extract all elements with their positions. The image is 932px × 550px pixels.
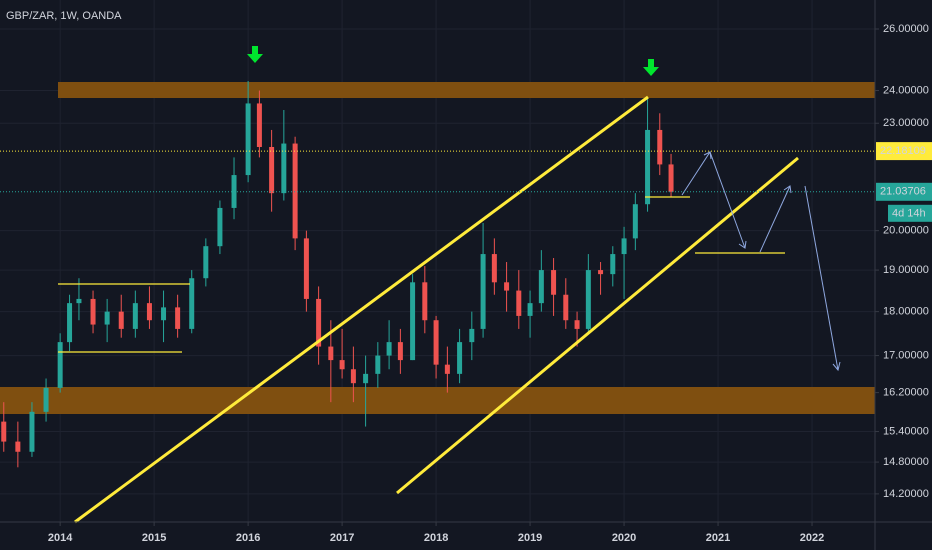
- arrow-head: [832, 361, 841, 372]
- projection-path: [759, 185, 791, 253]
- markers: [247, 46, 659, 76]
- candle-body: [43, 387, 49, 412]
- countdown-badge: [888, 204, 932, 222]
- arrow-head: [783, 185, 792, 194]
- support-zone: [0, 387, 875, 414]
- candle-body: [433, 320, 439, 365]
- y-tick-label: 16.20000: [883, 387, 929, 399]
- projection: [681, 150, 841, 372]
- candle-body: [104, 311, 110, 325]
- candle-body: [1, 421, 7, 442]
- channel-lower: [396, 156, 799, 495]
- y-tick-label: 17.00000: [883, 349, 929, 361]
- y-tick-label: 14.80000: [883, 456, 929, 468]
- candle-body: [668, 164, 674, 192]
- candle-body: [146, 303, 152, 321]
- price-badge: [876, 182, 932, 201]
- arrow-head: [703, 151, 712, 160]
- candle-body: [328, 346, 334, 361]
- candle-body: [386, 342, 392, 356]
- candle-body: [610, 254, 616, 275]
- price-label: 21.03706: [880, 186, 926, 198]
- x-tick-label: 2019: [518, 532, 542, 544]
- candle-body: [256, 103, 262, 147]
- x-tick-label: 2017: [330, 532, 354, 544]
- y-tick-label: 20.00000: [883, 225, 929, 237]
- x-tick-label: 2015: [142, 532, 166, 544]
- candle-body: [563, 294, 569, 321]
- projection-path: [804, 185, 839, 371]
- candle-body: [29, 411, 35, 452]
- candle-body: [397, 342, 403, 361]
- candle-body: [339, 360, 345, 370]
- x-tick-label: 2014: [48, 532, 73, 544]
- y-tick-label: 26.00000: [883, 23, 929, 35]
- down-arrow: [247, 46, 263, 63]
- x-tick-label: 2018: [424, 532, 448, 544]
- candle-body: [316, 298, 322, 347]
- y-tick-label: 15.40000: [883, 425, 929, 437]
- candle-body: [574, 320, 580, 329]
- resistance-zone: [58, 82, 875, 98]
- candle-body: [657, 129, 663, 165]
- candle-body: [161, 307, 167, 321]
- candle-body: [57, 342, 63, 388]
- down-arrow: [643, 59, 659, 76]
- axes: 26.00000 24.00000 23.00000 20.00000 19.00000…: [0, 23, 932, 544]
- price-label: 22.18109: [880, 145, 926, 157]
- drawings: [58, 95, 799, 524]
- y-tick-label: 14.20000: [883, 488, 929, 500]
- y-tick-label: 24.00000: [883, 84, 929, 96]
- candle-body: [480, 254, 486, 329]
- channel-upper: [74, 95, 649, 524]
- x-tick-label: 2021: [706, 532, 730, 544]
- y-tick-label: 18.00000: [883, 306, 929, 318]
- candle-body: [444, 364, 450, 374]
- candle-body: [203, 246, 209, 279]
- candle-body: [551, 270, 557, 295]
- candle-body: [350, 369, 356, 384]
- candle-body: [585, 270, 591, 329]
- candle-body: [410, 282, 416, 361]
- candle-body: [504, 282, 510, 291]
- candle-body: [598, 270, 604, 275]
- candle-body: [90, 298, 96, 325]
- candle-body: [132, 303, 138, 329]
- candle-body: [281, 143, 287, 194]
- arrow-head: [738, 240, 747, 249]
- candle-body: [189, 278, 195, 329]
- candle-body: [538, 270, 544, 304]
- candle-body: [269, 146, 275, 194]
- candle-body: [292, 143, 298, 239]
- x-tick-label: 2020: [612, 532, 636, 544]
- chart-title: GBP/ZAR, 1W, OANDA: [6, 10, 122, 22]
- y-tick-label: 23.00000: [883, 117, 929, 129]
- candle-body: [527, 303, 533, 316]
- countdown-label: 4d 14h: [892, 208, 926, 220]
- candle-body: [175, 307, 181, 329]
- y-tick-label: 19.00000: [883, 264, 929, 276]
- candle-body: [422, 282, 428, 321]
- candle-body: [67, 303, 73, 343]
- candle-body: [621, 238, 627, 255]
- candle-body: [76, 298, 82, 304]
- candle-body: [491, 254, 497, 283]
- candle-body: [303, 238, 309, 299]
- candle-body: [645, 129, 651, 205]
- candle-body: [516, 290, 522, 316]
- candle-body: [363, 373, 369, 384]
- candle-body: [15, 441, 21, 452]
- price-badge: [876, 142, 932, 161]
- candle-body: [245, 103, 251, 176]
- candle-body: [632, 204, 638, 239]
- x-tick-label: 2016: [236, 532, 260, 544]
- candle-body: [469, 328, 475, 343]
- candle-body: [118, 311, 124, 329]
- candle-body: [375, 355, 381, 374]
- candle-body: [457, 342, 463, 374]
- x-tick-label: 2022: [800, 532, 824, 544]
- candle-body: [217, 207, 223, 247]
